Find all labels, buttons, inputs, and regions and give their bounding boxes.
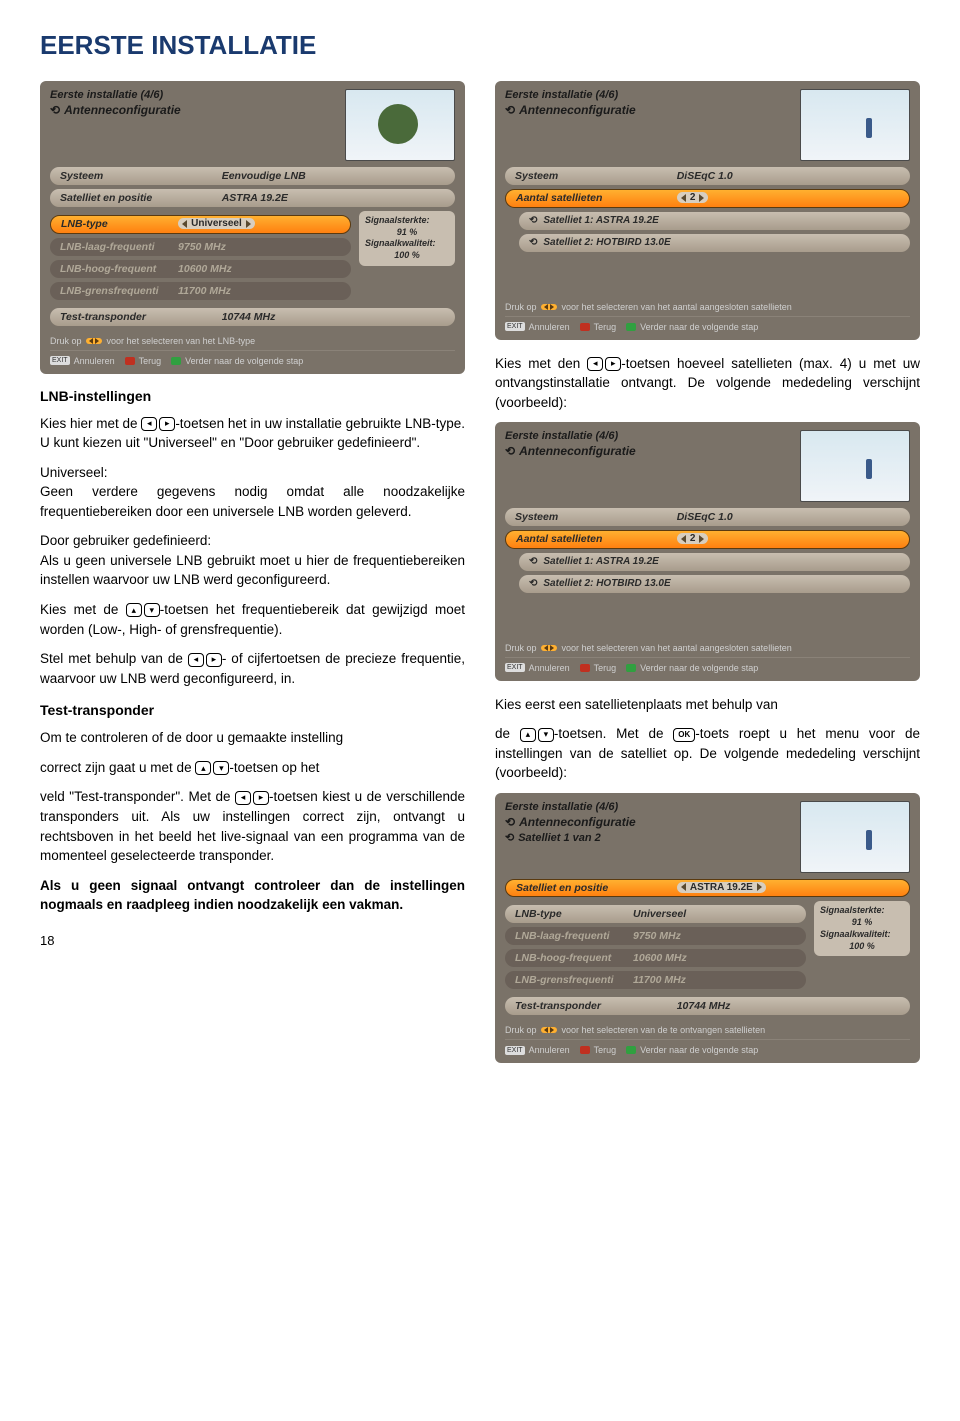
row-dim3: LNB-grensfrequenti11700 MHz <box>505 971 806 989</box>
tv-hint: Druk op voor het selecteren van het aant… <box>505 296 910 317</box>
row-dim1: LNB-laag-frequenti9750 MHz <box>50 238 351 256</box>
left-right-icon: ◂▸ <box>587 357 621 371</box>
page-number: 18 <box>40 933 465 948</box>
row-sat-count[interactable]: Aantal satellieten 2 <box>505 530 910 549</box>
row-sat1[interactable]: Satelliet 1: ASTRA 19.2E <box>519 553 910 571</box>
screenshot-1: Eerste installatie (4/6) Antenneconfigur… <box>40 81 465 374</box>
row-dim2: LNB-hoog-frequent10600 MHz <box>50 260 351 278</box>
value: ASTRA 19.2E <box>222 192 445 204</box>
row-sat-count[interactable]: Aantal satellieten 2 <box>505 189 910 208</box>
para: Kies met den ◂▸-toetsen hoeveel satellie… <box>495 354 920 413</box>
left-right-icon: ◂▸ <box>235 791 269 805</box>
row-test-transponder[interactable]: Test-transponder 10744 MHz <box>505 997 910 1015</box>
tv-sat-van: Satelliet 1 van 2 <box>505 831 792 844</box>
tv-footer: EXITAnnuleren Terug Verder naar de volge… <box>50 351 455 366</box>
tv-preview-thumb <box>800 89 910 161</box>
row-lnb-type[interactable]: LNB-type Universeel <box>505 905 806 923</box>
tv-step: Eerste installatie (4/6) <box>505 89 792 101</box>
up-down-icon: ▴▾ <box>195 761 229 775</box>
tv-preview-thumb <box>800 801 910 873</box>
tv-step: Eerste installatie (4/6) <box>505 430 792 442</box>
label: LNB-type <box>61 218 178 230</box>
signal-box: Signaalsterkte: 91 % Signaalkwaliteit: 1… <box>359 211 455 266</box>
row-sat1[interactable]: Satelliet 1: ASTRA 19.2E <box>519 212 910 230</box>
row-sat2[interactable]: Satelliet 2: HOTBIRD 13.0E <box>519 575 910 593</box>
row-satpos[interactable]: Satelliet en positie ASTRA 19.2E <box>505 879 910 898</box>
label: Test-transponder <box>60 311 222 323</box>
tv-section-title: Antenneconfiguratie <box>505 444 792 458</box>
para-warning: Als u geen signaal ontvangt controleer d… <box>40 876 465 915</box>
para: Kies hier met de ◂▸-toetsen het in uw in… <box>40 414 465 453</box>
left-right-icon: ◂▸ <box>188 653 222 667</box>
tv-section-title: Antenneconfiguratie <box>505 815 792 829</box>
spinner[interactable]: Universeel <box>178 218 255 229</box>
up-down-icon: ▴▾ <box>520 728 554 742</box>
tv-step: Eerste installatie (4/6) <box>50 89 337 101</box>
tv-footer: EXITAnnuleren Terug Verder naar de volge… <box>505 317 910 332</box>
para: Om te controleren of de door u gemaakte … <box>40 728 465 748</box>
row-systeem[interactable]: Systeem DiSEqC 1.0 <box>505 167 910 185</box>
row-systeem[interactable]: Systeem Eenvoudige LNB <box>50 167 455 185</box>
up-down-icon: ▴▾ <box>126 603 160 617</box>
right-column: Eerste installatie (4/6) Antenneconfigur… <box>495 81 920 1077</box>
para: Door gebruiker gedefinieerd: Als u geen … <box>40 531 465 590</box>
spinner[interactable]: 2 <box>677 192 709 203</box>
signal-box: Signaalsterkte: 91 % Signaalkwaliteit: 1… <box>814 901 910 956</box>
screenshot-4: Eerste installatie (4/6) Antenneconfigur… <box>495 793 920 1064</box>
para: Universeel: Geen verdere gegevens nodig … <box>40 463 465 522</box>
left-column: Eerste installatie (4/6) Antenneconfigur… <box>40 81 465 1077</box>
row-satpos[interactable]: Satelliet en positie ASTRA 19.2E <box>50 189 455 207</box>
tv-section-title: Antenneconfiguratie <box>505 103 792 117</box>
ok-icon: OK <box>673 728 695 742</box>
row-dim1: LNB-laag-frequenti9750 MHz <box>505 927 806 945</box>
tv-footer: EXITAnnuleren Terug Verder naar de volge… <box>505 1040 910 1055</box>
value: Eenvoudige LNB <box>222 170 445 182</box>
spinner[interactable]: 2 <box>677 533 709 544</box>
tv-preview-thumb <box>800 430 910 502</box>
page-title: EERSTE INSTALLATIE <box>40 30 920 61</box>
row-dim2: LNB-hoog-frequent10600 MHz <box>505 949 806 967</box>
para: Stel met behulp van de ◂▸- of cijfertoet… <box>40 649 465 688</box>
tv-hint: Druk op voor het selecteren van de te on… <box>505 1019 910 1040</box>
value: 10744 MHz <box>222 311 445 323</box>
row-sat2[interactable]: Satelliet 2: HOTBIRD 13.0E <box>519 234 910 252</box>
heading-test-transponder: Test-transponder <box>40 702 465 718</box>
para: veld "Test-transponder". Met de ◂▸-toets… <box>40 787 465 865</box>
para: Kies met de ▴▾-toetsen het frequentieber… <box>40 600 465 639</box>
left-right-icon: ◂▸ <box>141 417 175 431</box>
content-columns: Eerste installatie (4/6) Antenneconfigur… <box>40 81 920 1077</box>
row-dim3: LNB-grensfrequenti11700 MHz <box>50 282 351 300</box>
screenshot-2: Eerste installatie (4/6) Antenneconfigur… <box>495 81 920 340</box>
tv-hint: Druk op voor het selecteren van het LNB-… <box>50 330 455 351</box>
row-test-transponder[interactable]: Test-transponder 10744 MHz <box>50 308 455 326</box>
para: de ▴▾-toetsen. Met de OK-toets roept u h… <box>495 724 920 783</box>
tv-step: Eerste installatie (4/6) <box>505 801 792 813</box>
heading-lnb: LNB-instellingen <box>40 388 465 404</box>
tv-preview-thumb <box>345 89 455 161</box>
tv-section-title: Antenneconfiguratie <box>50 103 337 117</box>
tv-footer: EXITAnnuleren Terug Verder naar de volge… <box>505 658 910 673</box>
para: Kies eerst een satellietenplaats met beh… <box>495 695 920 715</box>
spinner[interactable]: ASTRA 19.2E <box>677 882 766 893</box>
row-systeem[interactable]: Systeem DiSEqC 1.0 <box>505 508 910 526</box>
label: Satelliet en positie <box>60 192 222 204</box>
para: correct zijn gaat u met de ▴▾-toetsen op… <box>40 758 465 778</box>
screenshot-3: Eerste installatie (4/6) Antenneconfigur… <box>495 422 920 681</box>
tv-hint: Druk op voor het selecteren van het aant… <box>505 637 910 658</box>
label: Systeem <box>60 170 222 182</box>
row-lnb-type[interactable]: LNB-type Universeel <box>50 215 351 234</box>
